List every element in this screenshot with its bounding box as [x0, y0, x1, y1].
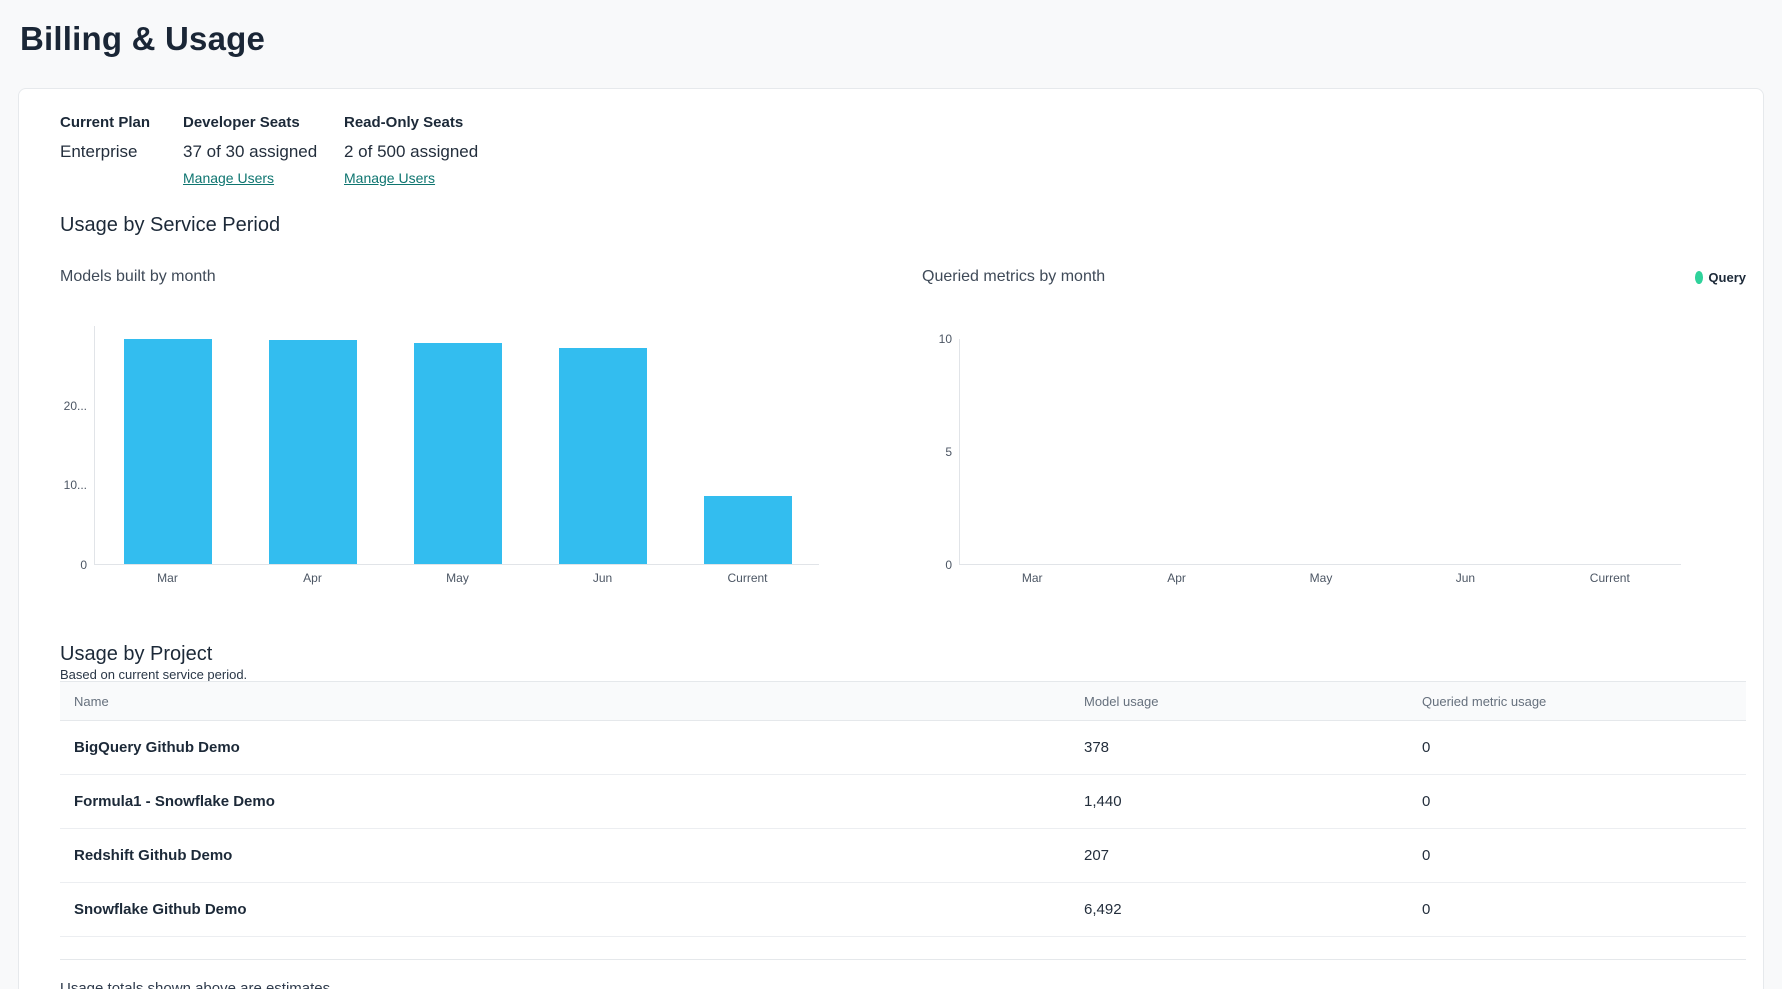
page-title: Billing & Usage: [20, 20, 266, 57]
usage-by-project-heading: Usage by Project: [60, 643, 213, 665]
x-axis-tick-current: Current: [1589, 571, 1630, 585]
current-plan-label: Current Plan: [60, 114, 151, 131]
y-axis-tick-5: 5: [945, 445, 952, 459]
x-axis-tick-jun: Jun: [592, 571, 613, 585]
queried-metric-usage-cell: 0: [1422, 793, 1431, 810]
developer-seats-column: Developer Seats 37 of 30 assigned Manage…: [183, 115, 317, 188]
model-usage-cell: 378: [1084, 739, 1110, 756]
project-name-cell: Formula1 - Snowflake Demo: [74, 793, 275, 810]
read-only-seats-column: Read-Only Seats 2 of 500 assigned Manage…: [344, 115, 478, 188]
table-row: Formula1 - Snowflake Demo 1,440 0: [60, 775, 1746, 829]
queried-metric-usage-cell: 0: [1422, 847, 1431, 864]
x-axis-tick-mar: Mar: [1021, 571, 1043, 585]
usage-by-project-subheading: Based on current service period.: [60, 667, 248, 682]
table-row: Snowflake Github Demo 6,492 0: [60, 883, 1746, 937]
models-built-chart-title: Models built by month: [60, 268, 216, 285]
x-axis-tick-may: May: [446, 571, 469, 585]
x-axis-tick-apr: Apr: [1167, 571, 1186, 585]
y-axis-tick-10: 10...: [63, 478, 87, 493]
column-header-model-usage: Model usage: [1084, 693, 1159, 709]
query-legend-dot-icon: [1695, 270, 1704, 284]
read-only-seats-value: 2 of 500 assigned: [344, 142, 479, 161]
developer-seats-value: 37 of 30 assigned: [183, 142, 318, 161]
usage-by-project-table: Name Model usage Queried metric usage Bi…: [60, 681, 1746, 937]
table-header-row: Name Model usage Queried metric usage: [60, 681, 1746, 721]
y-axis-tick-0: 0: [945, 558, 952, 572]
y-axis-tick-0: 0: [80, 558, 87, 572]
model-usage-cell: 1,440: [1084, 793, 1122, 810]
manage-users-link-readonly[interactable]: Manage Users: [344, 170, 436, 186]
table-body: BigQuery Github Demo 378 0 Formula1 - Sn…: [60, 721, 1746, 937]
x-axis-tick-may: May: [1309, 571, 1333, 585]
y-axis-tick-10: 10: [938, 332, 952, 346]
read-only-seats-label: Read-Only Seats: [344, 114, 464, 131]
current-plan-value: Enterprise: [60, 142, 138, 161]
bar-may: [413, 342, 502, 564]
models-built-chart: 0 10... 20... Mar Apr May Jun Current: [64, 326, 819, 585]
query-legend-label: Query: [1708, 269, 1746, 285]
bar-apr: [268, 340, 357, 564]
model-usage-cell: 207: [1084, 847, 1110, 864]
x-axis-tick-apr: Apr: [303, 571, 322, 585]
billing-usage-card: Current Plan Enterprise Developer Seats …: [18, 88, 1764, 989]
usage-by-service-period-heading: Usage by Service Period: [60, 214, 281, 236]
project-name-cell: BigQuery Github Demo: [74, 739, 240, 756]
queried-metric-usage-cell: 0: [1422, 739, 1431, 756]
manage-users-link-developer[interactable]: Manage Users: [183, 170, 275, 186]
usage-estimate-note: Usage totals shown above are estimates: [60, 980, 331, 989]
project-name-cell: Snowflake Github Demo: [74, 901, 247, 918]
x-axis-tick-mar: Mar: [157, 571, 178, 585]
y-axis-tick-20: 20...: [63, 398, 87, 413]
current-plan-column: Current Plan Enterprise: [60, 115, 150, 163]
bar-current: [703, 495, 792, 564]
project-name-cell: Redshift Github Demo: [74, 847, 233, 864]
column-header-name: Name: [74, 693, 109, 709]
model-usage-cell: 6,492: [1084, 901, 1122, 918]
x-axis-tick-jun: Jun: [1455, 571, 1476, 585]
footer-divider: [60, 959, 1746, 960]
queried-metrics-chart-title: Queried metrics by month: [922, 268, 1106, 285]
bar-jun: [558, 348, 647, 564]
table-row: Redshift Github Demo 207 0: [60, 829, 1746, 883]
x-axis-tick-current: Current: [727, 571, 768, 585]
table-row: BigQuery Github Demo 378 0: [60, 721, 1746, 775]
bar-mar: [123, 338, 212, 564]
queried-metric-usage-cell: 0: [1422, 901, 1431, 918]
developer-seats-label: Developer Seats: [183, 114, 300, 131]
query-legend: Query: [1695, 269, 1746, 285]
column-header-queried-metric-usage: Queried metric usage: [1422, 693, 1547, 709]
queried-metrics-chart: 0 5 10 Mar Apr May Jun Current: [939, 332, 1681, 585]
